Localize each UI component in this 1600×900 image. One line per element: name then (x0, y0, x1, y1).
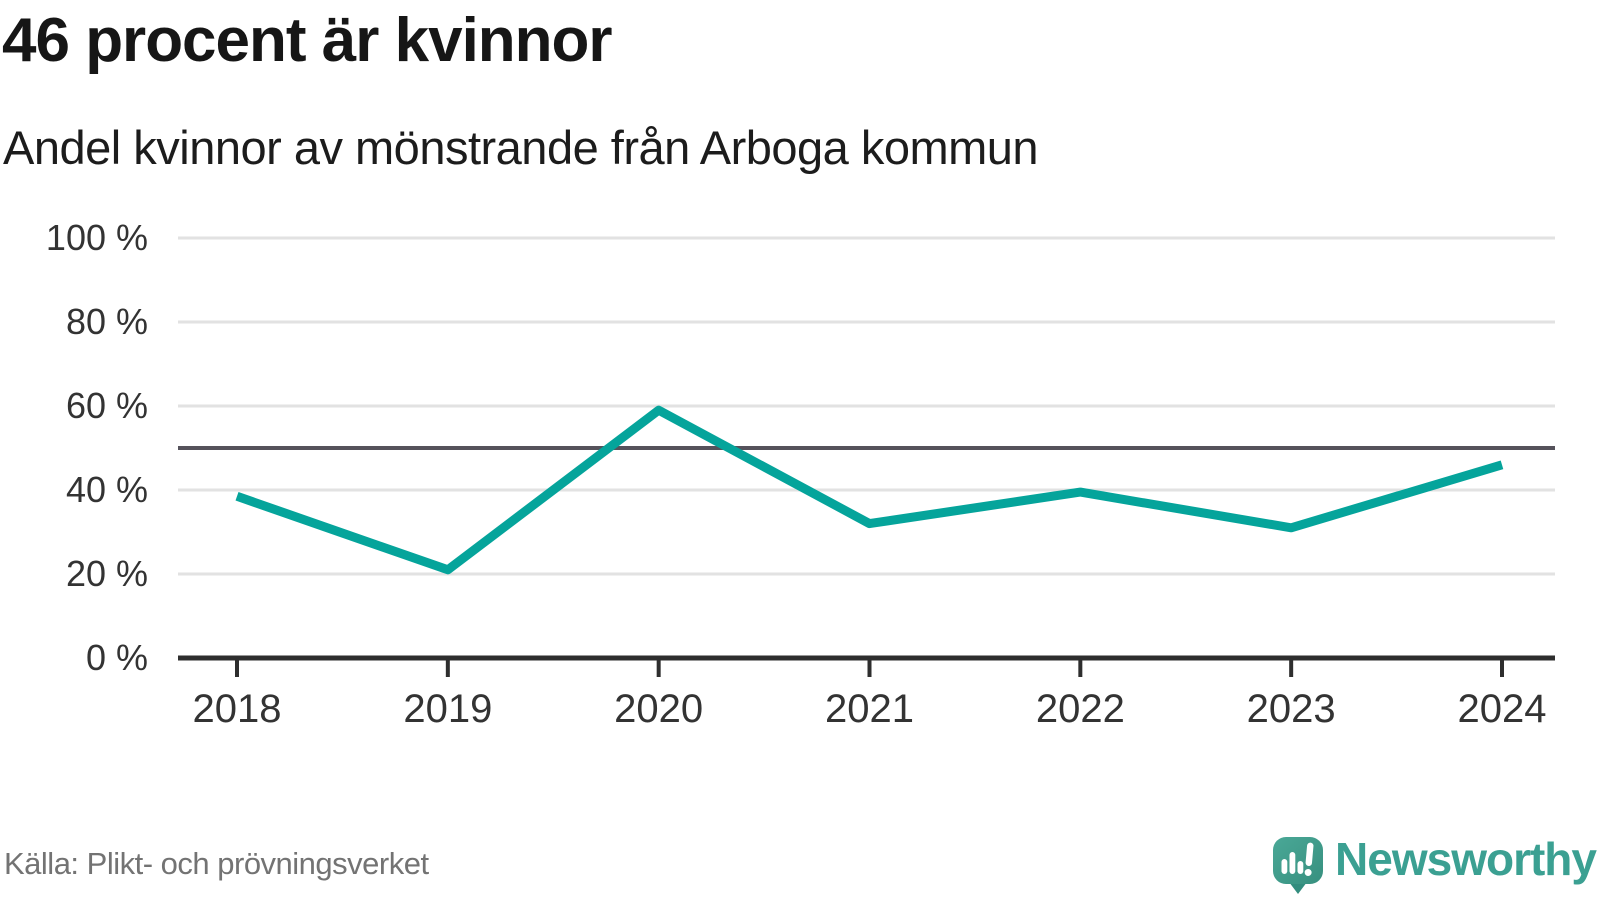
logo-exclamation-icon (1304, 842, 1314, 876)
x-axis-tick-label: 2023 (1247, 687, 1336, 731)
footer: Källa: Plikt- och prövningsverket (0, 800, 1600, 900)
y-axis-tick-label: 100 % (46, 217, 148, 258)
gridlines (178, 236, 1555, 661)
source-note: Källa: Plikt- och prövningsverket (4, 846, 429, 881)
brand-wordmark: Newsworthy (1335, 833, 1597, 885)
x-axis-tick-label: 2020 (614, 687, 703, 731)
brand: Newsworthy (1271, 833, 1597, 896)
x-axis-tick-label: 2019 (403, 687, 492, 731)
logo-bubble (1273, 837, 1324, 884)
y-axis-tick-label: 60 % (66, 385, 148, 426)
x-axis-tick-label: 2021 (825, 687, 914, 731)
y-axis-tick-label: 40 % (66, 469, 148, 510)
y-axis-labels: 0 % 20 % 40 % 60 % 80 % 100 % (46, 217, 148, 678)
x-axis-tick-label: 2018 (193, 687, 282, 731)
page-title: 46 procent är kvinnor (2, 6, 613, 75)
x-axis-tick-label: 2024 (1458, 687, 1547, 731)
y-axis-tick-label: 20 % (66, 553, 148, 594)
line-chart: 0 % 20 % 40 % 60 % 80 % 100 % 2018 2019 2020 202… (46, 217, 1555, 731)
logo-bubble-tail (1289, 882, 1308, 894)
x-axis-tick-label: 2022 (1036, 687, 1125, 731)
data-line-group (235, 405, 1504, 575)
x-axis: 2018 2019 2020 2021 2022 2023 2024 (193, 658, 1547, 731)
y-axis-tick-label: 0 % (86, 637, 148, 678)
chart-subtitle: Andel kvinnor av mönstrande från Arboga … (3, 121, 1039, 174)
data-line (235, 405, 1504, 575)
y-axis-tick-label: 80 % (66, 301, 148, 342)
newsworthy-logo-icon (1273, 837, 1324, 894)
logo-bar-chart-icon (1281, 852, 1304, 874)
